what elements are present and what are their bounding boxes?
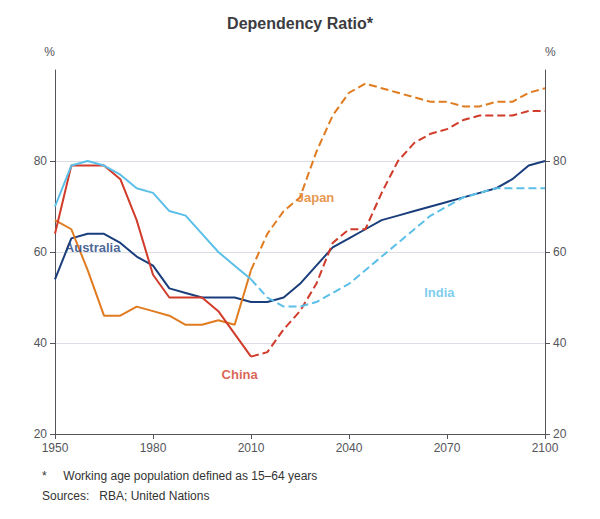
svg-text:2040: 2040 [336,441,363,455]
svg-text:%: % [545,45,556,59]
svg-text:Sources: RBA; United Nations: Sources: RBA; United Nations [42,489,209,503]
svg-text:China: China [222,367,259,382]
svg-text:2010: 2010 [238,441,265,455]
svg-text:1980: 1980 [140,441,167,455]
svg-text:20: 20 [553,427,567,441]
svg-text:Japan: Japan [297,190,335,205]
svg-text:60: 60 [553,245,567,259]
svg-text:* Working age population d: * Working age population defined as 15–6… [42,469,317,483]
svg-text:40: 40 [553,336,567,350]
svg-text:80: 80 [34,154,48,168]
svg-text:2070: 2070 [434,441,461,455]
svg-text:India: India [424,285,455,300]
svg-text:Australia: Australia [65,240,121,255]
svg-text:2100: 2100 [532,441,559,455]
svg-text:60: 60 [34,245,48,259]
svg-text:40: 40 [34,336,48,350]
svg-text:%: % [44,45,55,59]
svg-text:1950: 1950 [42,441,69,455]
svg-text:80: 80 [553,154,567,168]
svg-text:Dependency Ratio*: Dependency Ratio* [227,15,374,32]
svg-text:20: 20 [34,427,48,441]
